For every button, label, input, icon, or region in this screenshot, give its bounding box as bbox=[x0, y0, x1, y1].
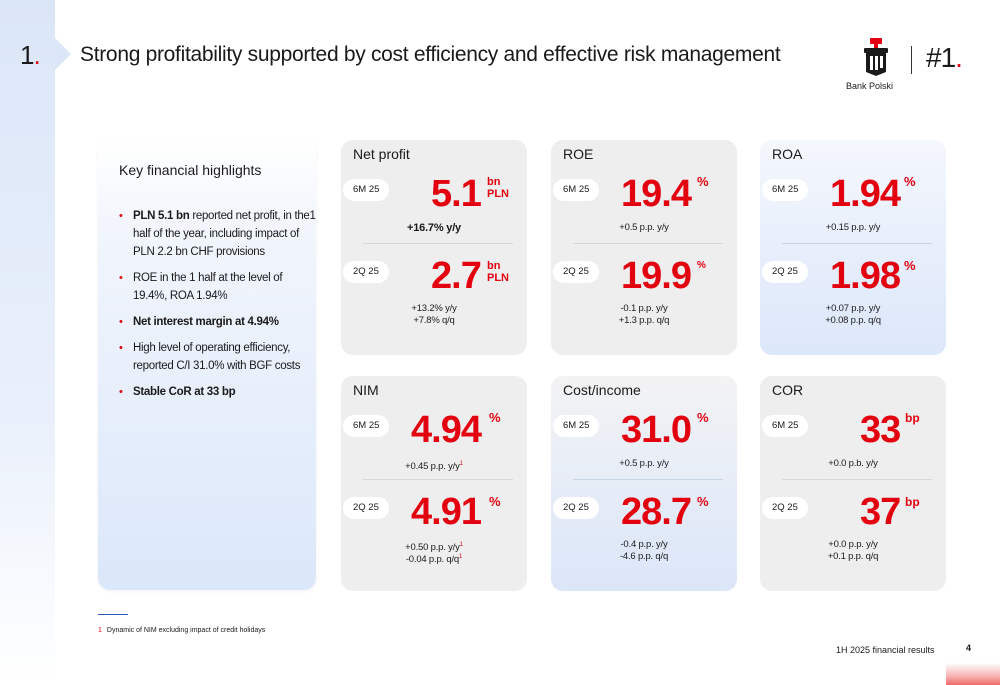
kpi-value: 19.4 bbox=[621, 173, 692, 215]
card-title: COR bbox=[772, 382, 804, 398]
footer-text: 1H 2025 financial results bbox=[836, 645, 935, 655]
kpi-unit: % bbox=[904, 258, 916, 273]
kpi-change: +0.0 p.p. y/y bbox=[828, 539, 878, 550]
kpi-change: +0.1 p.p. q/q bbox=[827, 551, 879, 562]
key-highlights-panel: Key financial highlights • PLN 5.1 bn rep… bbox=[98, 140, 316, 590]
kpi-change: -0.4 p.p. y/y bbox=[620, 539, 668, 550]
footnote: 1 Dynamic of NIM excluding impact of cred… bbox=[98, 627, 266, 634]
period-pill: 6M 25 bbox=[553, 415, 599, 437]
kpi-change: +7.8% q/q bbox=[413, 315, 455, 326]
kpi-change: -0.04 p.p. q/q1 bbox=[405, 554, 463, 566]
kpi-value: 5.1 bbox=[431, 173, 482, 215]
card-title: ROE bbox=[563, 146, 594, 162]
period-pill: 2Q 25 bbox=[553, 261, 599, 283]
logo-text: Bank Polski bbox=[846, 81, 894, 91]
kpi-value: 4.94 bbox=[411, 409, 482, 451]
kpi-value: 37 bbox=[860, 491, 901, 533]
kpi-value: 4.91 bbox=[411, 491, 482, 533]
period-pill: 2Q 25 bbox=[553, 497, 599, 519]
period-pill: 6M 25 bbox=[343, 415, 389, 437]
logo-divider bbox=[911, 46, 912, 74]
bank-logo-icon bbox=[864, 38, 888, 76]
title-notch-shape bbox=[55, 38, 71, 70]
kpi-change: +0.08 p.p. q/q bbox=[825, 315, 881, 326]
kpi-unit: % bbox=[489, 494, 501, 509]
card-title: ROA bbox=[772, 146, 803, 162]
rank-badge: #1. bbox=[926, 42, 963, 73]
card-divider bbox=[782, 243, 932, 244]
period-pill: 2Q 25 bbox=[343, 497, 389, 519]
kpi-card-nim: NIM 6M 25 4.94 % +0.45 p.p. y/y1 2Q 25 4… bbox=[341, 376, 527, 591]
card-title: NIM bbox=[353, 382, 379, 398]
card-title: Cost/income bbox=[563, 382, 641, 398]
kpi-value: 31.0 bbox=[621, 409, 692, 451]
kpi-change: +0.0 p.b. y/y bbox=[828, 458, 878, 469]
period-pill: 6M 25 bbox=[762, 179, 808, 201]
kpi-value: 19.9 bbox=[621, 255, 692, 297]
section-number: 1. bbox=[20, 40, 41, 70]
card-divider bbox=[573, 243, 723, 244]
card-divider bbox=[363, 479, 513, 480]
kpi-value: 33 bbox=[860, 409, 901, 451]
card-divider bbox=[573, 479, 723, 480]
kpi-unit: % bbox=[697, 174, 709, 189]
highlight-item: • Stable CoR at 33 bp bbox=[119, 386, 236, 398]
card-divider bbox=[363, 243, 513, 244]
kpi-unit: bp bbox=[905, 495, 920, 509]
period-pill: 6M 25 bbox=[553, 179, 599, 201]
period-pill: 2Q 25 bbox=[343, 261, 389, 283]
highlights-list: • PLN 5.1 bn reported net profit, in the1… bbox=[119, 207, 319, 409]
period-pill: 6M 25 bbox=[343, 179, 389, 201]
kpi-value: 28.7 bbox=[621, 491, 692, 533]
kpi-unit: bn PLN bbox=[487, 176, 509, 200]
kpi-unit: % bbox=[697, 260, 706, 271]
highlight-item: • PLN 5.1 bn reported net profit, in the1… bbox=[119, 210, 316, 258]
period-pill: 6M 25 bbox=[762, 415, 808, 437]
kpi-value: 1.98 bbox=[830, 255, 901, 297]
kpi-change: +13.2% y/y bbox=[411, 303, 457, 314]
kpi-change: +16.7% y/y bbox=[407, 222, 461, 234]
kpi-unit: bn PLN bbox=[487, 260, 509, 284]
kpi-change: +0.45 p.p. y/y1 bbox=[405, 461, 463, 473]
kpi-card-roa: ROA 6M 25 1.94 % +0.15 p.p. y/y 2Q 25 1.… bbox=[760, 140, 946, 355]
kpi-change: +0.50 p.p. y/y1 bbox=[405, 542, 463, 554]
kpi-card-net-profit: Net profit 6M 25 5.1 bn PLN +16.7% y/y 2Q… bbox=[341, 140, 527, 355]
footnote-separator bbox=[98, 614, 128, 615]
kpi-unit: % bbox=[489, 410, 501, 425]
kpi-card-cost-income: Cost/income 6M 25 31.0 % +0.5 p.p. y/y 2… bbox=[551, 376, 737, 591]
period-pill: 2Q 25 bbox=[762, 497, 808, 519]
highlight-item: • Net interest margin at 4.94% bbox=[119, 316, 279, 328]
kpi-change: -4.6 p.p. q/q bbox=[619, 551, 669, 562]
kpi-unit: bp bbox=[905, 411, 920, 425]
page-title: Strong profitability supported by cost e… bbox=[80, 43, 781, 66]
kpi-card-cor: COR 6M 25 33 bp +0.0 p.b. y/y 2Q 25 37 b… bbox=[760, 376, 946, 591]
highlights-title: Key financial highlights bbox=[119, 162, 262, 178]
kpi-change: +0.5 p.p. y/y bbox=[619, 458, 669, 469]
kpi-change: +0.5 p.p. y/y bbox=[619, 222, 669, 233]
kpi-unit: % bbox=[697, 410, 709, 425]
kpi-change: -0.1 p.p. y/y bbox=[620, 303, 668, 314]
left-accent-bar bbox=[0, 0, 55, 685]
corner-accent bbox=[946, 663, 1000, 685]
page-number: 4 bbox=[966, 643, 972, 653]
card-divider bbox=[782, 479, 932, 480]
kpi-card-roe: ROE 6M 25 19.4 % +0.5 p.p. y/y 2Q 25 19.… bbox=[551, 140, 737, 355]
kpi-unit: % bbox=[697, 494, 709, 509]
highlight-item: • ROE in the 1 half at the level of 19.4%… bbox=[119, 272, 283, 302]
kpi-value: 2.7 bbox=[431, 255, 482, 297]
highlight-item: • High level of operating efficiency, rep… bbox=[119, 342, 301, 372]
kpi-change: +0.15 p.p. y/y bbox=[825, 222, 881, 233]
period-pill: 2Q 25 bbox=[762, 261, 808, 283]
kpi-change: +0.07 p.p. y/y bbox=[825, 303, 881, 314]
kpi-unit: % bbox=[904, 174, 916, 189]
card-title: Net profit bbox=[353, 146, 410, 162]
kpi-change: +1.3 p.p. q/q bbox=[618, 315, 670, 326]
kpi-value: 1.94 bbox=[830, 173, 901, 215]
